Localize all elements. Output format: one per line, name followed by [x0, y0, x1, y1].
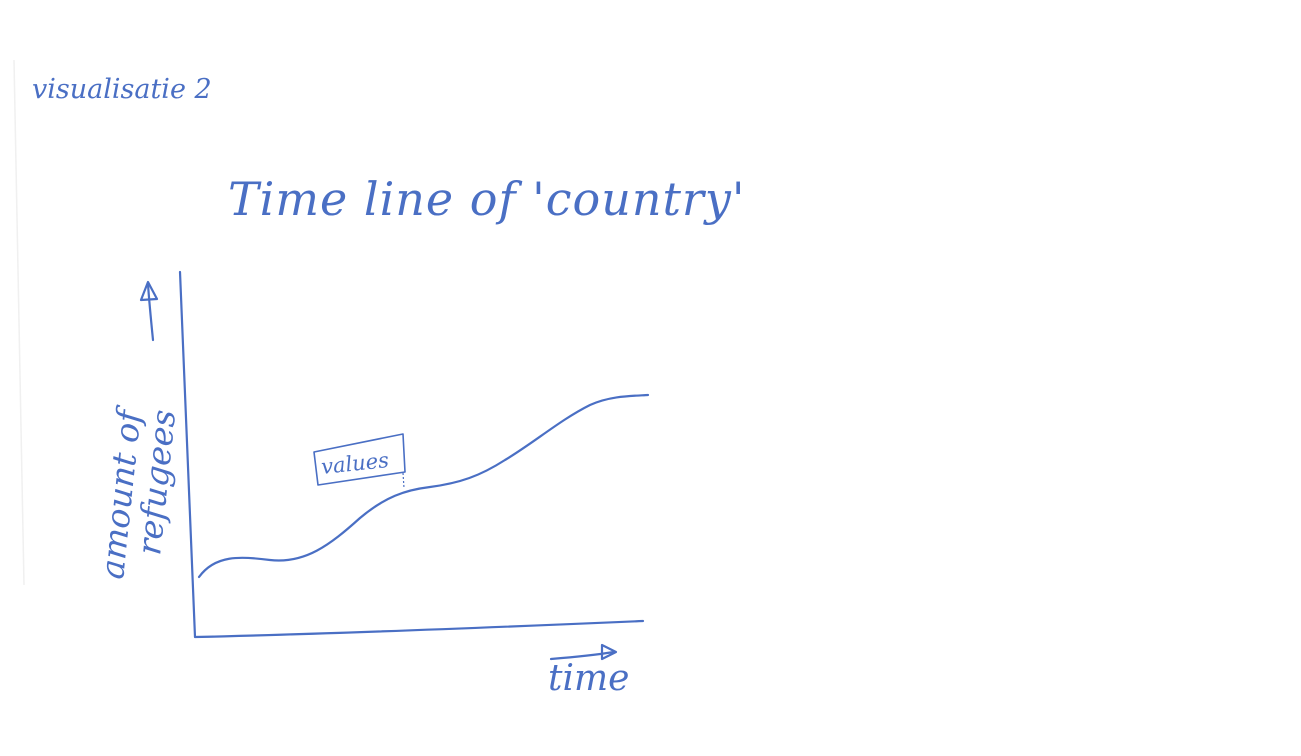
- values-annotation-box: [313, 433, 406, 486]
- paper-edge: [13, 59, 25, 586]
- x-axis-label: time: [548, 658, 629, 699]
- trend-line: [197, 393, 650, 579]
- y-direction-arrow-icon: [139, 280, 159, 342]
- x-axis: [193, 619, 645, 639]
- page-heading: visualisatie 2: [32, 74, 212, 105]
- chart-title: Time line of 'country': [228, 172, 746, 226]
- values-annotation-leader: [402, 472, 405, 489]
- values-annotation: values: [313, 433, 406, 489]
- values-annotation-label: values: [320, 448, 390, 479]
- x-direction-arrow-icon: [549, 643, 618, 661]
- y-axis: [178, 270, 197, 639]
